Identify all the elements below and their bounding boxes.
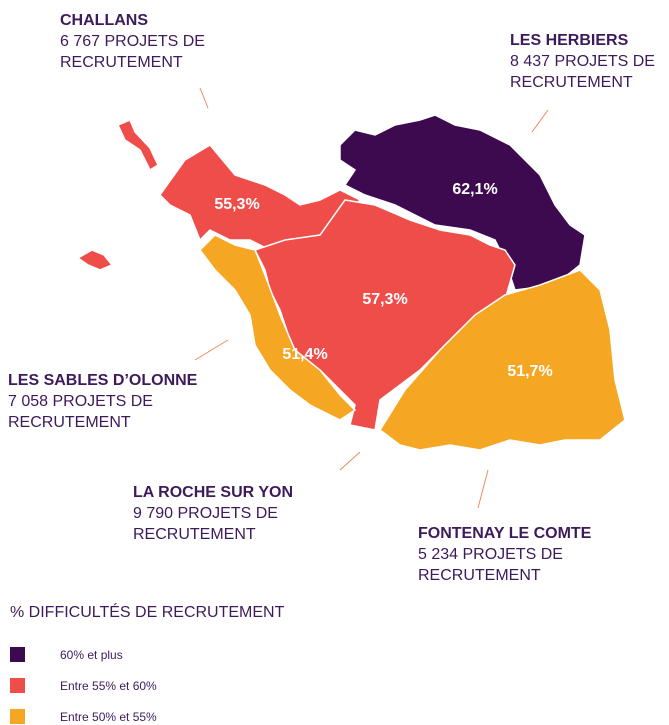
legend-swatch <box>10 647 25 662</box>
region-label: LA ROCHE SUR YON 9 790 PROJETS DE RECRUTE… <box>133 482 298 545</box>
leader-line <box>531 109 549 133</box>
region-projects: 5 234 PROJETS DE RECRUTEMENT <box>418 546 563 584</box>
region-fontenay <box>378 269 626 451</box>
region-name: FONTENAY LE COMTE <box>418 525 592 542</box>
region-projects: 7 058 PROJETS DE RECRUTEMENT <box>8 393 153 431</box>
region-rate: 51,7% <box>507 363 553 380</box>
region-rate: 57,3% <box>362 291 408 308</box>
region-name: LES HERBIERS <box>510 32 629 49</box>
island <box>76 249 114 271</box>
legend-label: Entre 55% et 60% <box>60 679 157 693</box>
region-label: LES HERBIERS 8 437 PROJETS DE RECRUTEMENT <box>510 30 669 93</box>
region-projects: 9 790 PROJETS DE RECRUTEMENT <box>133 505 278 543</box>
region-label: FONTENAY LE COMTE 5 234 PROJETS DE RECRUT… <box>418 523 628 586</box>
region-projects: 6 767 PROJETS DE RECRUTEMENT <box>60 33 205 71</box>
region-les-herbiers <box>339 114 586 291</box>
leader-line <box>477 469 489 509</box>
region-rate: 51,4% <box>282 346 328 363</box>
region-label: CHALLANS 6 767 PROJETS DE RECRUTEMENT <box>60 10 225 73</box>
region-projects: 8 437 PROJETS DE RECRUTEMENT <box>510 53 655 91</box>
island <box>116 119 159 172</box>
region-rate: 55,3% <box>214 196 260 213</box>
legend-label: 60% et plus <box>60 648 123 662</box>
region-name: LA ROCHE SUR YON <box>133 484 294 501</box>
leader-line <box>194 339 229 361</box>
region-name: LES SABLES D’OLONNE <box>8 372 198 389</box>
legend-label: Entre 50% et 55% <box>60 710 157 724</box>
region-name: CHALLANS <box>60 12 148 29</box>
legend-swatch <box>10 709 25 724</box>
legend-swatch <box>10 678 25 693</box>
region-les-sables <box>199 234 357 421</box>
legend-title: % DIFFICULTÉS DE RECRUTEMENT <box>10 604 285 621</box>
region-label: LES SABLES D’OLONNE 7 058 PROJETS DE RECR… <box>8 370 198 433</box>
leader-line <box>199 87 209 109</box>
region-rate: 62,1% <box>452 181 498 198</box>
leader-line <box>339 451 361 471</box>
